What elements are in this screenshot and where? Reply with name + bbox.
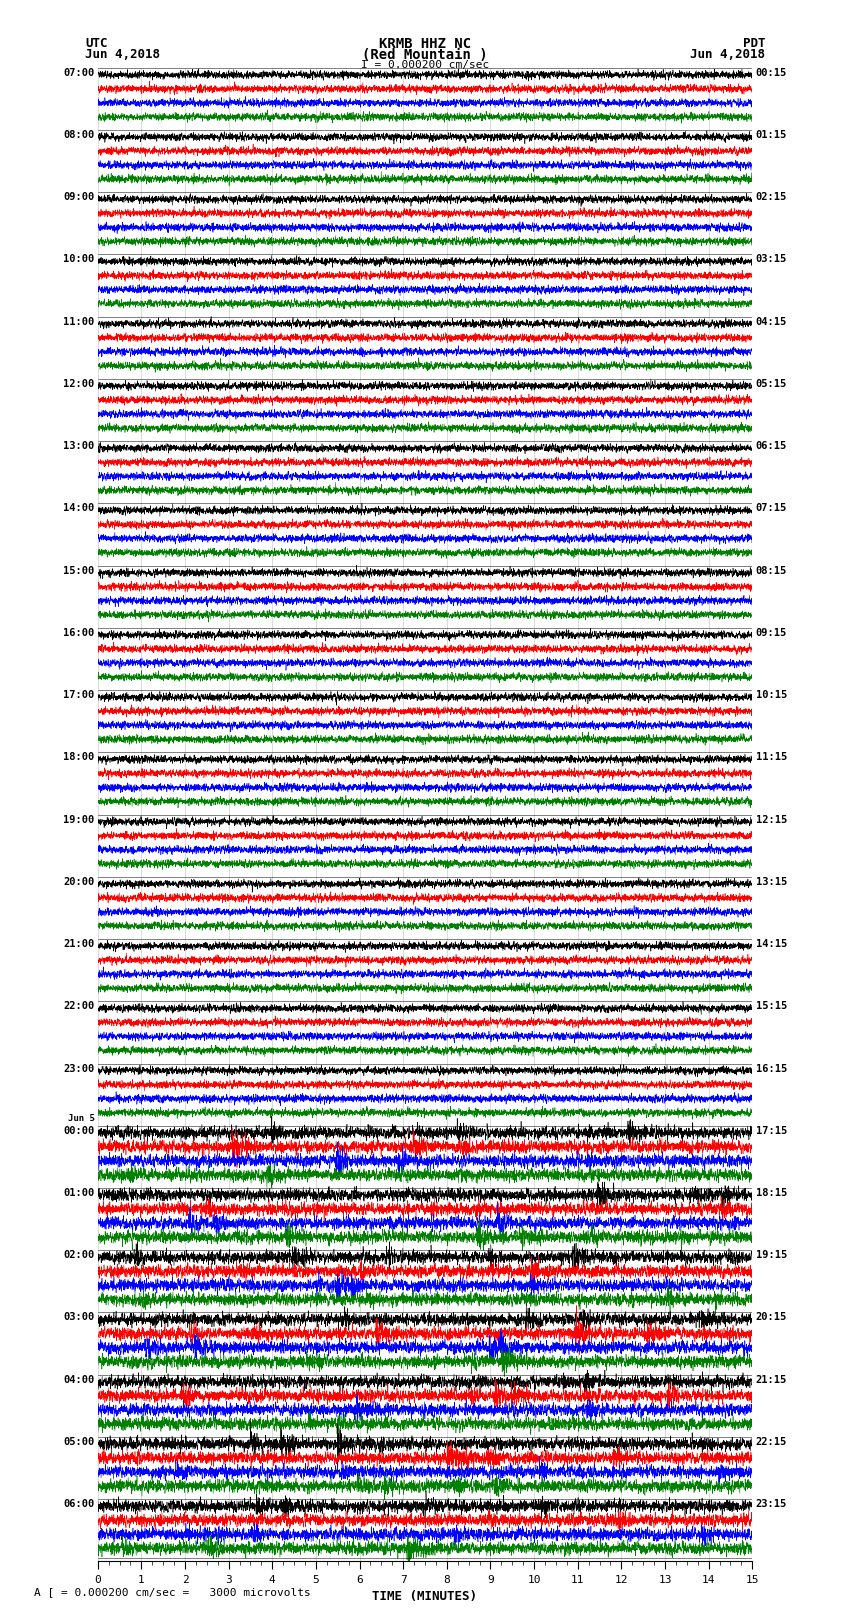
- Text: 19:15: 19:15: [756, 1250, 787, 1260]
- Text: PDT: PDT: [743, 37, 765, 50]
- Text: 23:00: 23:00: [63, 1063, 94, 1074]
- Text: (Red Mountain ): (Red Mountain ): [362, 48, 488, 63]
- Text: 18:15: 18:15: [756, 1187, 787, 1198]
- Text: UTC: UTC: [85, 37, 107, 50]
- Text: 00:15: 00:15: [756, 68, 787, 77]
- Text: 11:15: 11:15: [756, 752, 787, 763]
- Text: 06:15: 06:15: [756, 440, 787, 452]
- Text: Jun 4,2018: Jun 4,2018: [690, 48, 765, 61]
- Text: 05:00: 05:00: [63, 1437, 94, 1447]
- Text: 21:00: 21:00: [63, 939, 94, 948]
- Text: 13:00: 13:00: [63, 440, 94, 452]
- Text: I = 0.000200 cm/sec: I = 0.000200 cm/sec: [361, 60, 489, 69]
- Text: 20:00: 20:00: [63, 877, 94, 887]
- Text: 12:00: 12:00: [63, 379, 94, 389]
- Text: 21:15: 21:15: [756, 1374, 787, 1384]
- Text: 13:15: 13:15: [756, 877, 787, 887]
- Text: Jun 5: Jun 5: [68, 1113, 94, 1123]
- Text: 23:15: 23:15: [756, 1498, 787, 1510]
- Text: 14:15: 14:15: [756, 939, 787, 948]
- Text: 10:15: 10:15: [756, 690, 787, 700]
- Text: 08:15: 08:15: [756, 566, 787, 576]
- Text: 14:00: 14:00: [63, 503, 94, 513]
- Text: 16:00: 16:00: [63, 627, 94, 637]
- Text: 15:00: 15:00: [63, 566, 94, 576]
- X-axis label: TIME (MINUTES): TIME (MINUTES): [372, 1590, 478, 1603]
- Text: 18:00: 18:00: [63, 752, 94, 763]
- Text: 17:15: 17:15: [756, 1126, 787, 1136]
- Text: 08:00: 08:00: [63, 131, 94, 140]
- Text: 05:15: 05:15: [756, 379, 787, 389]
- Text: 07:15: 07:15: [756, 503, 787, 513]
- Text: 09:00: 09:00: [63, 192, 94, 202]
- Text: 11:00: 11:00: [63, 316, 94, 327]
- Text: 01:15: 01:15: [756, 131, 787, 140]
- Text: 10:00: 10:00: [63, 255, 94, 265]
- Text: Jun 4,2018: Jun 4,2018: [85, 48, 160, 61]
- Text: 04:00: 04:00: [63, 1374, 94, 1384]
- Text: 09:15: 09:15: [756, 627, 787, 637]
- Text: 00:00: 00:00: [63, 1126, 94, 1136]
- Text: 22:00: 22:00: [63, 1002, 94, 1011]
- Text: 03:00: 03:00: [63, 1313, 94, 1323]
- Text: KRMB HHZ NC: KRMB HHZ NC: [379, 37, 471, 52]
- Text: 19:00: 19:00: [63, 815, 94, 824]
- Text: 03:15: 03:15: [756, 255, 787, 265]
- Text: 07:00: 07:00: [63, 68, 94, 77]
- Text: 02:15: 02:15: [756, 192, 787, 202]
- Text: 12:15: 12:15: [756, 815, 787, 824]
- Text: 17:00: 17:00: [63, 690, 94, 700]
- Text: 02:00: 02:00: [63, 1250, 94, 1260]
- Text: 15:15: 15:15: [756, 1002, 787, 1011]
- Text: 20:15: 20:15: [756, 1313, 787, 1323]
- Text: 01:00: 01:00: [63, 1187, 94, 1198]
- Text: 04:15: 04:15: [756, 316, 787, 327]
- Text: 16:15: 16:15: [756, 1063, 787, 1074]
- Text: A [ = 0.000200 cm/sec =   3000 microvolts: A [ = 0.000200 cm/sec = 3000 microvolts: [34, 1587, 311, 1597]
- Text: 22:15: 22:15: [756, 1437, 787, 1447]
- Text: 06:00: 06:00: [63, 1498, 94, 1510]
